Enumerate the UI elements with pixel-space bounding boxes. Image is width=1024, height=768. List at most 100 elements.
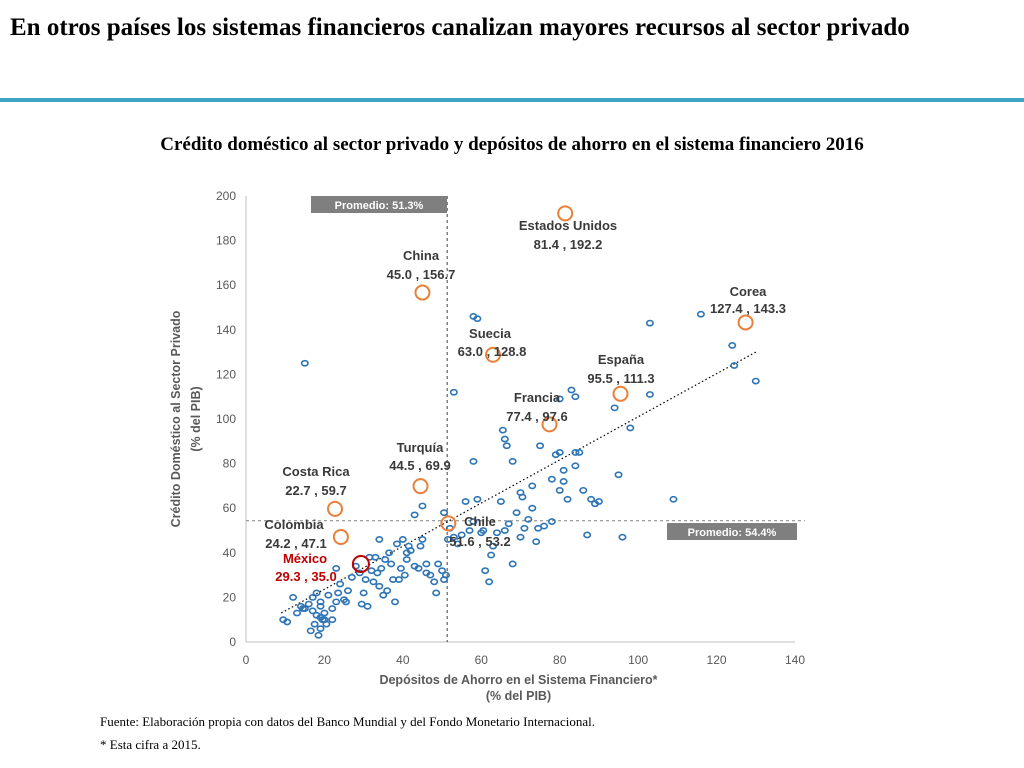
data-point xyxy=(473,495,482,503)
country-name-label: Chile xyxy=(464,514,496,529)
data-point xyxy=(520,524,529,532)
data-point xyxy=(516,533,525,541)
country-name-label: Suecia xyxy=(469,326,512,341)
x-tick-label: 100 xyxy=(628,653,648,667)
data-point xyxy=(567,386,576,394)
y-tick-label: 40 xyxy=(223,546,237,560)
highlighted-point xyxy=(485,346,502,363)
data-point xyxy=(328,616,337,624)
footnote: * Esta cifra a 2015. xyxy=(100,737,201,752)
average-guides: Promedio: 51.3% Promedio: 54.4% xyxy=(246,196,805,642)
country-name-label: Corea xyxy=(730,284,768,299)
data-point xyxy=(489,542,498,550)
data-point xyxy=(555,395,564,403)
data-point xyxy=(418,502,427,510)
data-point xyxy=(316,614,325,621)
y-tick-label: 200 xyxy=(216,189,236,203)
data-point xyxy=(414,565,423,572)
data-point xyxy=(377,565,386,572)
data-point xyxy=(571,449,580,456)
data-point xyxy=(449,388,458,396)
country-value-label: 127.4 , 143.3 xyxy=(710,301,786,316)
x-tick-label: 0 xyxy=(243,653,250,667)
data-point xyxy=(696,310,705,318)
y-tick-label: 100 xyxy=(216,412,236,426)
highlighted-point xyxy=(414,284,431,301)
data-point xyxy=(369,578,378,586)
data-point xyxy=(441,571,450,579)
slide-title: En otros países los sistemas financieros… xyxy=(10,14,910,41)
data-point xyxy=(361,576,370,583)
data-point xyxy=(500,527,509,534)
country-value-label: 77.4 , 97.6 xyxy=(506,409,567,424)
highlighted-point xyxy=(612,385,629,402)
data-point xyxy=(300,359,309,367)
country-value-label: 44.5 , 69.9 xyxy=(389,458,450,473)
data-point xyxy=(728,342,737,349)
data-point xyxy=(341,598,350,606)
source-note: Fuente: Elaboración propia con datos del… xyxy=(100,714,595,729)
data-point xyxy=(496,498,505,505)
y-tick-label: 140 xyxy=(216,323,236,337)
data-point xyxy=(400,571,409,579)
highlighted-point xyxy=(737,314,754,331)
highlighted-point xyxy=(412,478,429,495)
data-point xyxy=(540,522,549,530)
y-tick-label: 160 xyxy=(216,278,236,292)
country-name-label: México xyxy=(283,551,327,566)
data-point xyxy=(498,426,507,434)
data-point xyxy=(402,549,411,557)
data-points xyxy=(279,310,760,639)
data-point xyxy=(618,533,627,541)
y-tick-label: 180 xyxy=(216,234,236,248)
data-point xyxy=(387,560,396,568)
data-point xyxy=(508,560,517,568)
y-tick-label: 0 xyxy=(229,635,236,649)
country-labels: Estados Unidos 81.4 , 192.2 China 45.0 , 15… xyxy=(264,218,786,584)
data-point xyxy=(298,605,307,612)
data-point xyxy=(555,449,564,456)
data-point xyxy=(334,589,343,597)
country-name-label: Turquía xyxy=(397,440,444,455)
y-tick-label: 20 xyxy=(223,590,237,604)
data-point xyxy=(283,618,292,626)
country-value-label: 24.2 , 47.1 xyxy=(265,536,326,551)
x-tick-label: 40 xyxy=(396,653,410,667)
highlighted-point xyxy=(440,515,457,532)
data-point xyxy=(555,486,564,494)
data-point xyxy=(389,576,398,583)
data-point xyxy=(487,551,496,559)
data-point xyxy=(422,560,431,568)
data-point xyxy=(465,527,474,534)
data-point xyxy=(492,529,501,537)
data-point xyxy=(449,533,458,541)
y-tick-label: 120 xyxy=(216,367,236,381)
data-point xyxy=(563,495,572,503)
data-point xyxy=(308,607,317,615)
data-point xyxy=(316,602,325,610)
highlighted-point xyxy=(351,554,370,573)
data-point xyxy=(432,589,441,597)
data-point xyxy=(512,509,521,517)
data-point xyxy=(669,495,678,503)
data-point xyxy=(392,540,401,548)
data-point xyxy=(418,536,427,543)
y-tick-label: 60 xyxy=(223,501,237,515)
data-point xyxy=(461,498,470,505)
data-point xyxy=(645,319,654,327)
country-name-label: Costa Rica xyxy=(282,464,350,479)
data-point xyxy=(571,393,580,401)
data-point xyxy=(645,391,654,398)
data-point xyxy=(316,625,325,633)
x-axis-title: Depósitos de Ahorro en el Sistema Financ… xyxy=(379,673,657,687)
data-point xyxy=(481,567,490,575)
data-point xyxy=(410,511,419,519)
data-point xyxy=(457,531,466,539)
country-value-label: 95.5 , 111.3 xyxy=(587,371,654,386)
highlighted-point xyxy=(557,205,574,222)
data-point xyxy=(508,457,517,465)
data-point xyxy=(328,605,337,612)
data-point xyxy=(359,589,368,597)
country-value-label: 81.4 , 192.2 xyxy=(534,237,603,252)
country-name-label: China xyxy=(403,248,440,263)
